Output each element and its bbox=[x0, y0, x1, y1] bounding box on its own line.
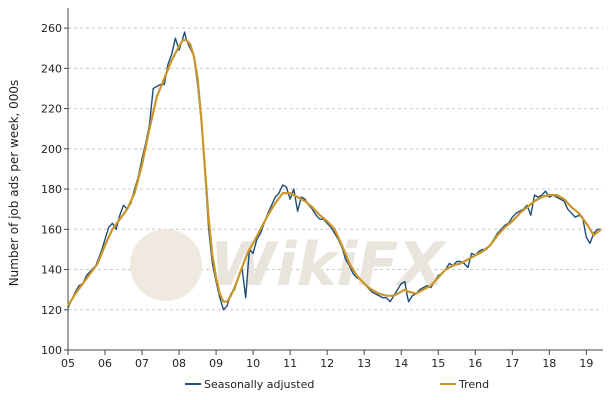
x-tick-label: 17 bbox=[505, 357, 519, 370]
x-tick-label: 05 bbox=[61, 357, 75, 370]
watermark-logo bbox=[130, 229, 202, 301]
legend: Seasonally adjusted Trend bbox=[185, 378, 489, 391]
x-tick-label: 11 bbox=[283, 357, 297, 370]
legend-item: Trend bbox=[440, 378, 489, 391]
y-tick-labels: 100 120 140 160 180 200 220 240 260 bbox=[41, 22, 62, 357]
x-tick-label: 08 bbox=[172, 357, 186, 370]
x-tick-label: 13 bbox=[357, 357, 371, 370]
x-tick-label: 18 bbox=[542, 357, 556, 370]
watermark-text: WikiFX bbox=[210, 230, 447, 300]
gridlines bbox=[68, 27, 603, 311]
y-tick-label: 240 bbox=[41, 62, 62, 75]
y-tick-label: 100 bbox=[41, 344, 62, 357]
axes bbox=[64, 8, 603, 355]
x-tick-label: 06 bbox=[98, 357, 112, 370]
x-tick-label: 10 bbox=[246, 357, 260, 370]
series-lines bbox=[67, 31, 602, 311]
watermark: WikiFX bbox=[130, 229, 447, 301]
y-tick-label: 260 bbox=[41, 22, 62, 35]
x-tick-label: 15 bbox=[431, 357, 445, 370]
legend-label: Seasonally adjusted bbox=[204, 378, 314, 391]
x-tick-label: 16 bbox=[468, 357, 482, 370]
x-tick-label: 19 bbox=[579, 357, 593, 370]
y-tick-label: 200 bbox=[41, 143, 62, 156]
legend-label: Trend bbox=[458, 378, 489, 391]
y-tick-label: 180 bbox=[41, 183, 62, 196]
y-tick-label: 220 bbox=[41, 103, 62, 116]
y-axis-title: Number of job ads per week, 000s bbox=[7, 80, 21, 287]
y-tick-label: 140 bbox=[41, 264, 62, 277]
x-tick-label: 12 bbox=[320, 357, 334, 370]
x-tick-label: 07 bbox=[135, 357, 149, 370]
y-tick-label: 160 bbox=[41, 223, 62, 236]
x-tick-labels: 05 06 07 08 09 10 11 12 13 14 15 16 17 18 19 bbox=[61, 357, 593, 370]
x-tick-label: 09 bbox=[209, 357, 223, 370]
x-tick-label: 14 bbox=[394, 357, 408, 370]
y-tick-label: 120 bbox=[41, 304, 62, 317]
series-line-trend bbox=[67, 39, 602, 307]
legend-item: Seasonally adjusted bbox=[185, 378, 314, 391]
